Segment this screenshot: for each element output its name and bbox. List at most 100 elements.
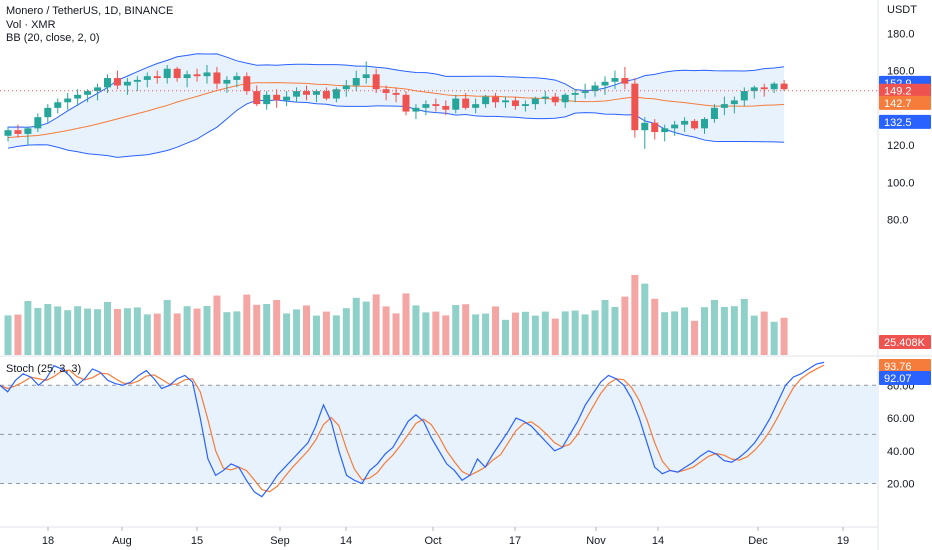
candle-body: [621, 78, 629, 84]
volume-bar: [681, 307, 689, 355]
volume-bar: [24, 301, 32, 355]
volume-bar: [243, 294, 251, 355]
volume-bar: [730, 306, 738, 355]
price-axis-currency: USDT: [887, 4, 917, 16]
volume-bar: [551, 318, 559, 355]
candle-body: [760, 87, 768, 90]
candle-body: [24, 128, 32, 134]
candle-body: [591, 85, 599, 92]
volume-bar: [14, 314, 22, 355]
volume-bar: [233, 311, 241, 355]
candle-body: [243, 76, 251, 92]
volume-bar: [133, 307, 141, 355]
time-tick-label: 15: [191, 535, 203, 547]
volume-bar: [571, 310, 579, 355]
candle-body: [84, 91, 92, 95]
volume-bar: [213, 295, 221, 355]
volume-bar: [591, 310, 599, 355]
candle-body: [233, 76, 241, 80]
candle-body: [213, 72, 221, 84]
candle-body: [701, 119, 708, 129]
candle-body: [681, 120, 689, 125]
volume-bar: [691, 320, 699, 355]
volume-bar: [332, 315, 340, 355]
volume-bar: [193, 308, 201, 355]
candle-body: [273, 94, 281, 101]
candle-body: [183, 74, 191, 79]
price-tick-label: 200.0: [887, 0, 915, 3]
candle-body: [312, 91, 320, 95]
time-tick-label: 14: [340, 535, 352, 547]
candle-body: [462, 98, 470, 108]
volume-bar: [502, 319, 509, 355]
volume-bar: [492, 306, 500, 355]
candle-body: [283, 96, 291, 101]
price-tick-label: 180.0: [887, 28, 915, 40]
candle-body: [14, 130, 22, 134]
volume-bar: [143, 314, 151, 355]
volume-bar: [671, 311, 679, 355]
stoch-k-tag: 92.07: [884, 373, 912, 385]
volume-bar: [710, 300, 718, 355]
candle-body: [153, 76, 161, 79]
volume-bar: [54, 306, 62, 355]
candle-body: [293, 91, 301, 97]
legend-volume: Vol · XMR: [6, 19, 56, 31]
volume-bar: [64, 310, 72, 355]
price-tick-label: 80.0: [887, 215, 908, 227]
volume-bar: [521, 311, 529, 355]
bollinger-fill: [8, 53, 785, 158]
time-tick-label: Sep: [270, 535, 290, 547]
bollinger-upper-band: [7, 53, 785, 128]
volume-bar: [531, 315, 539, 355]
time-tick-label: 18: [42, 535, 54, 547]
candle-body: [561, 94, 569, 103]
volume-bar: [203, 306, 211, 355]
volume-bar: [322, 311, 330, 355]
volume-bar: [581, 314, 589, 355]
candle-body: [412, 107, 420, 112]
volume-bar: [104, 302, 111, 355]
legend-stochastic: Stoch (25, 3, 3): [6, 363, 82, 375]
candle-body: [631, 83, 639, 131]
volume-bar: [392, 313, 400, 355]
stoch-d-tag: 93.76: [884, 361, 912, 373]
candle-body: [253, 91, 261, 105]
lower-band-tag: 132.5: [884, 117, 912, 129]
volume-bar: [84, 308, 92, 355]
volume-bar: [163, 300, 171, 355]
time-tick-label: 19: [837, 535, 849, 547]
basis-tag-bg: [879, 95, 931, 110]
volume-bar: [541, 311, 549, 355]
candle-body: [133, 79, 141, 82]
volume-bar: [94, 309, 102, 355]
volume-bar: [760, 311, 768, 355]
candle-body: [94, 87, 102, 92]
candle-body: [173, 68, 181, 79]
candle-body: [601, 81, 609, 86]
volume-bar: [651, 298, 659, 355]
volume-bar: [352, 297, 360, 355]
candle-body: [34, 117, 42, 129]
candle-body: [442, 105, 450, 110]
volume-bar: [432, 311, 440, 355]
candle-body: [541, 96, 549, 99]
volume-bar: [641, 283, 649, 355]
volume-bar: [223, 312, 231, 355]
candle-body: [143, 76, 151, 80]
price-tick-label: 100.0: [887, 177, 915, 189]
candle-body: [422, 104, 430, 108]
volume-bar: [631, 275, 639, 355]
candle-body: [770, 83, 778, 90]
candle-body: [392, 92, 400, 95]
volume-bar: [720, 307, 728, 355]
candle-body: [362, 74, 370, 79]
last-price-tag-bg: [879, 83, 931, 98]
candle-body: [502, 100, 509, 103]
volume-bar: [4, 315, 12, 355]
legend-bollinger: BB (20, close, 2, 0): [6, 32, 100, 44]
volume-bar: [263, 304, 271, 355]
candle-body: [203, 72, 211, 77]
candle-body: [322, 91, 330, 99]
stoch-d-line: [0, 364, 825, 493]
